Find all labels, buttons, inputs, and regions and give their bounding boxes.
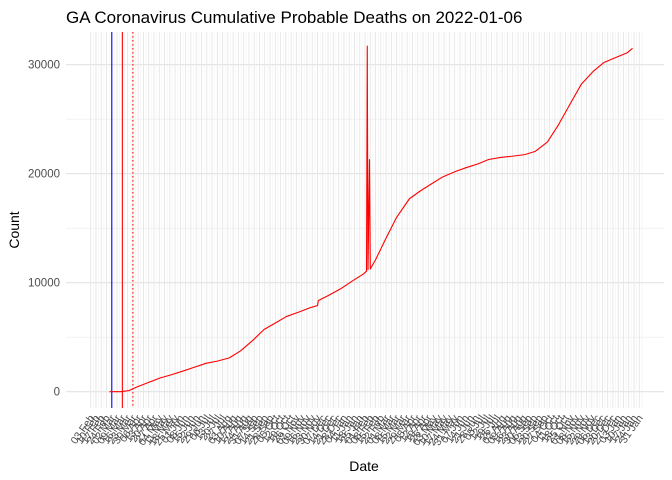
y-tick-label: 20000 bbox=[28, 169, 60, 181]
y-tick-label: 0 bbox=[54, 387, 60, 399]
y-tick-label: 10000 bbox=[28, 278, 60, 290]
grid-major bbox=[66, 32, 664, 408]
series-layer bbox=[109, 45, 633, 393]
chart-title: GA Coronavirus Cumulative Probable Death… bbox=[66, 8, 522, 27]
reference-lines bbox=[111, 32, 134, 408]
y-axis-title: Count bbox=[6, 211, 22, 248]
y-axis-ticks: 0 10000 20000 30000 bbox=[28, 60, 60, 399]
x-axis-title: Date bbox=[349, 458, 379, 474]
series-line bbox=[109, 45, 633, 393]
y-tick-label: 30000 bbox=[28, 60, 60, 72]
grid-minor bbox=[66, 32, 664, 408]
